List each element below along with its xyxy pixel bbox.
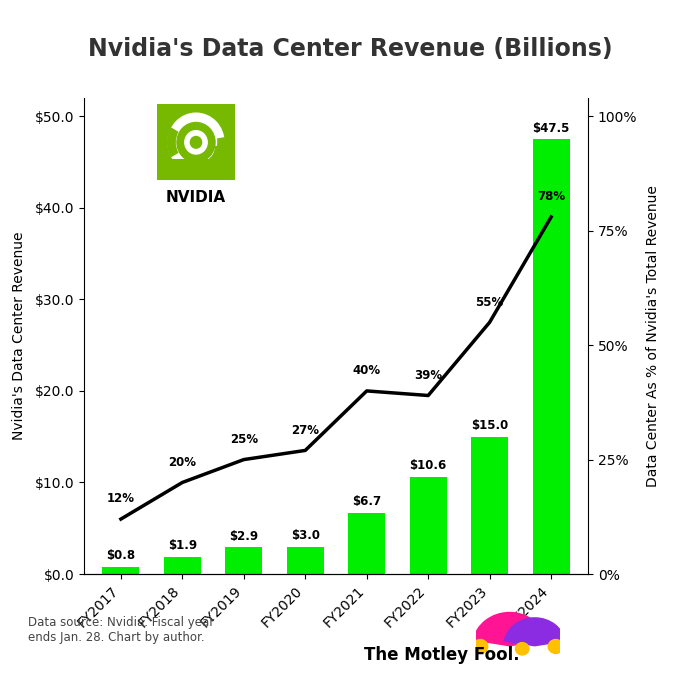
Bar [349,512,385,574]
Bar [102,567,139,574]
Text: $2.9: $2.9 [229,530,258,543]
Circle shape [177,122,215,162]
Wedge shape [473,612,547,647]
Bar [164,556,201,574]
Text: Data source: Nvidia. Fiscal year
ends Jan. 28. Chart by author.: Data source: Nvidia. Fiscal year ends Ja… [28,616,214,644]
Text: 55%: 55% [475,295,504,309]
Wedge shape [207,146,225,169]
Bar [410,477,447,574]
Bar [471,437,508,574]
Circle shape [168,113,224,172]
Circle shape [185,131,207,154]
Bar [225,547,262,574]
Text: $6.7: $6.7 [352,495,382,508]
Text: 20%: 20% [168,456,196,469]
Circle shape [548,640,564,653]
Text: 39%: 39% [414,369,442,382]
Text: NVIDIA: NVIDIA [166,190,226,204]
Text: $0.8: $0.8 [106,549,135,562]
Text: 12%: 12% [107,492,135,505]
Y-axis label: Data Center As % of Nvidia's Total Revenue: Data Center As % of Nvidia's Total Reven… [645,185,659,487]
Text: The Motley Fool.: The Motley Fool. [364,645,519,664]
Text: $47.5: $47.5 [533,122,570,134]
Y-axis label: Nvidia's Data Center Revenue: Nvidia's Data Center Revenue [13,232,27,440]
Text: 27%: 27% [291,424,319,437]
Text: 78%: 78% [537,190,565,203]
Text: 40%: 40% [353,364,381,377]
Text: $3.0: $3.0 [290,529,320,542]
FancyBboxPatch shape [157,159,235,180]
Wedge shape [212,137,225,162]
Circle shape [473,640,488,653]
Circle shape [515,643,529,655]
Text: $1.9: $1.9 [168,539,197,552]
Wedge shape [167,127,178,158]
FancyBboxPatch shape [157,104,235,180]
Text: $15.0: $15.0 [471,419,508,432]
Bar [287,547,323,574]
Text: Nvidia's Data Center Revenue (Billions): Nvidia's Data Center Revenue (Billions) [88,37,612,61]
Bar [533,139,570,574]
Wedge shape [503,617,566,647]
Circle shape [190,136,202,148]
Text: $10.6: $10.6 [410,459,447,473]
Text: 25%: 25% [230,433,258,446]
